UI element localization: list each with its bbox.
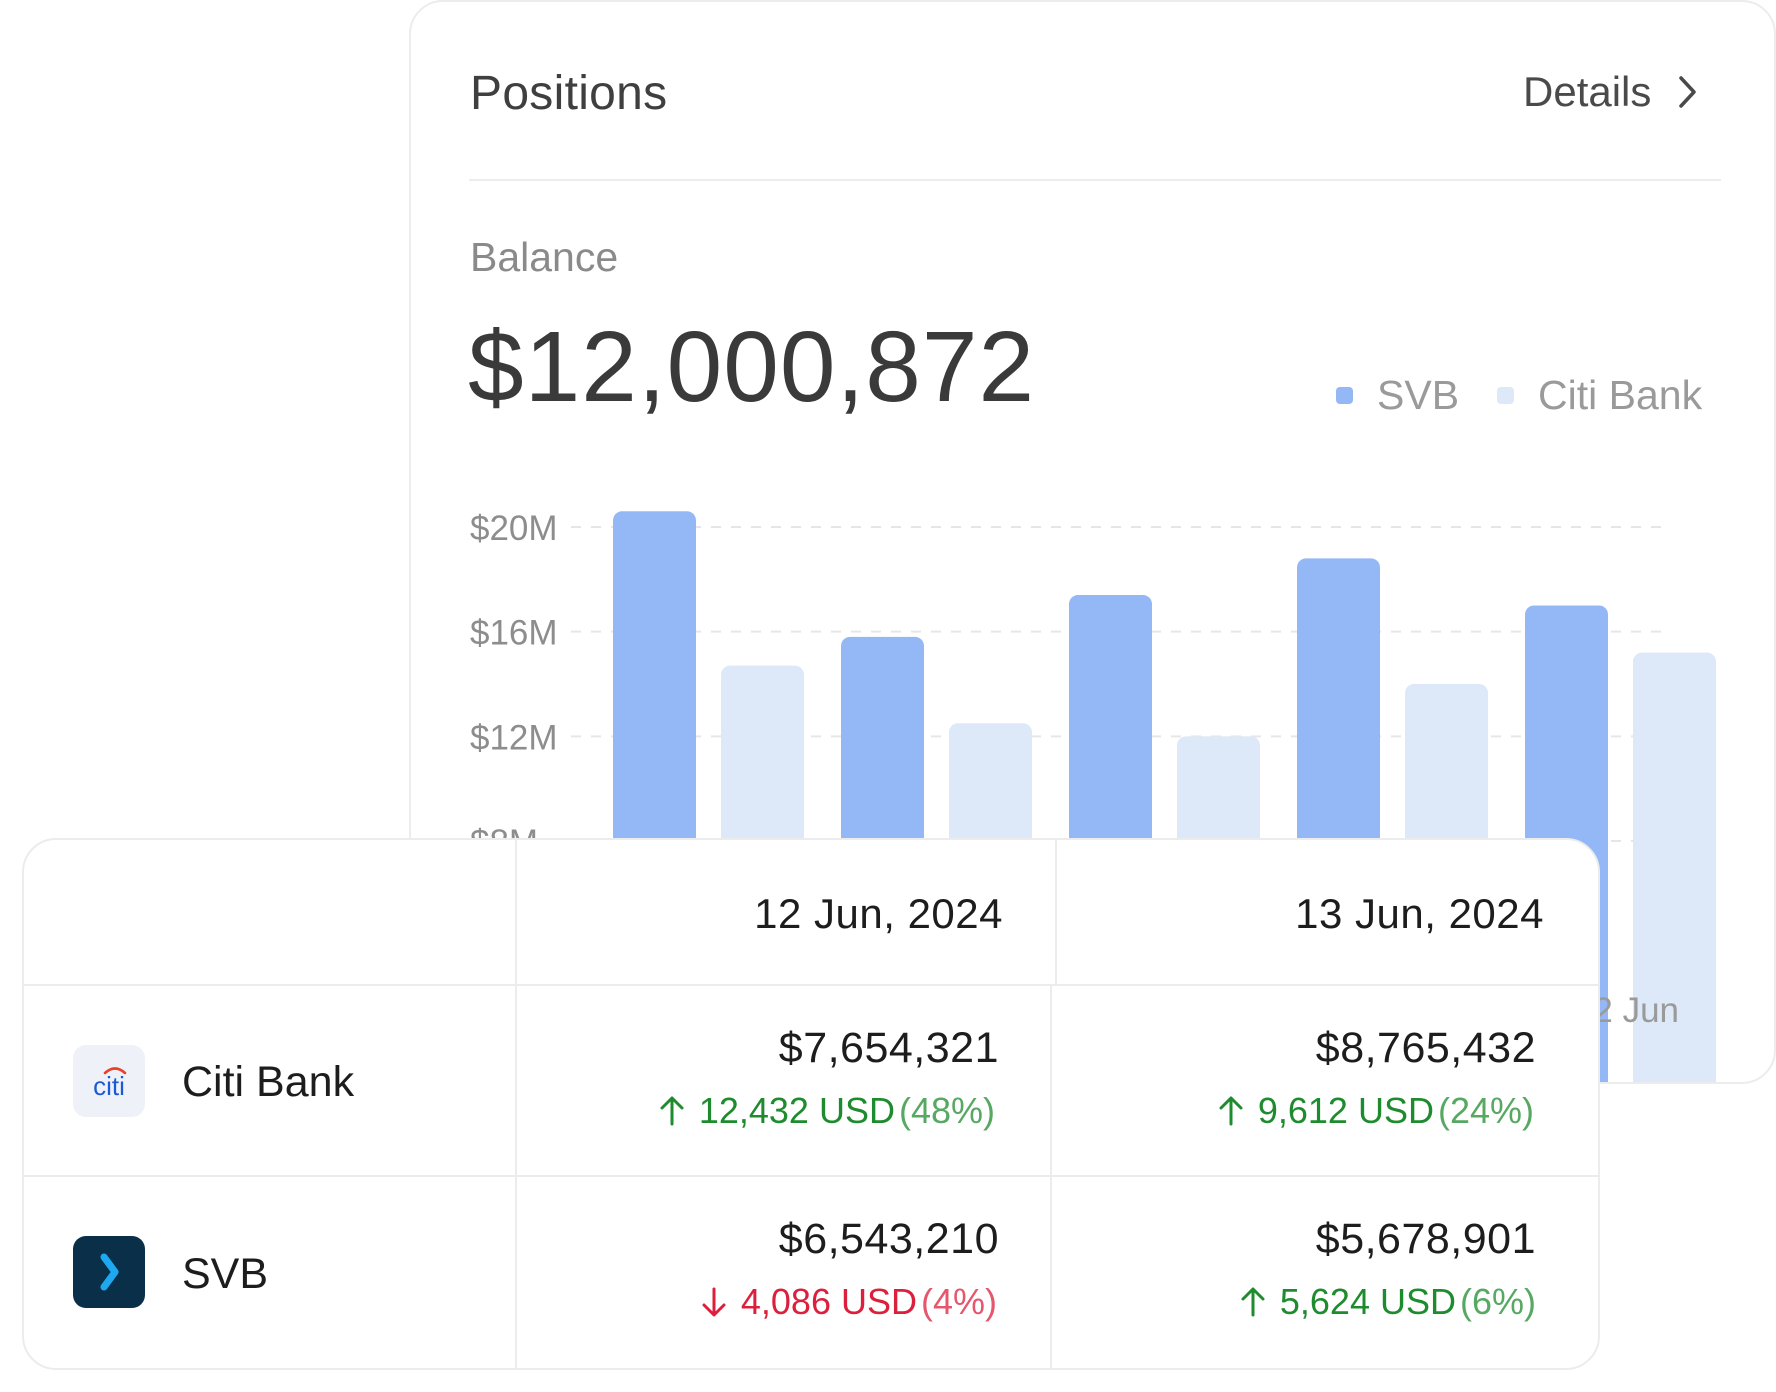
arrow-down-icon: [702, 1287, 726, 1317]
card-title: Positions: [470, 67, 668, 120]
bar-citi-bank[interactable]: [1633, 652, 1716, 1084]
details-link[interactable]: Details: [1523, 68, 1699, 116]
change-svb-13-jun: 5,624 USD (6%): [1238, 1281, 1536, 1323]
bank-name-svb: SVB: [182, 1250, 269, 1298]
positions-table: 12 Jun, 2024 13 Jun, 2024 citi Citi Bank…: [22, 838, 1600, 1370]
change-percent: (24%): [1437, 1090, 1534, 1131]
bank-name-citi: Citi Bank: [182, 1058, 355, 1106]
column-divider: [515, 840, 517, 1368]
row-divider: [24, 1175, 1598, 1177]
details-label: Details: [1523, 68, 1652, 115]
legend-label-citi: Citi Bank: [1538, 372, 1703, 418]
y-tick-label: $12M: [470, 718, 558, 757]
arrow-up-icon: [1219, 1096, 1243, 1126]
change-amount: 12,432 USD: [698, 1090, 895, 1131]
amount-svb-13-jun: $5,678,901: [1315, 1215, 1536, 1263]
change-amount: 9,612 USD: [1257, 1090, 1434, 1131]
svb-logo-icon: [73, 1236, 145, 1308]
change-percent: (6%): [1459, 1281, 1536, 1322]
amount-svb-12-jun: $6,543,210: [778, 1215, 999, 1263]
chevron-right-icon: [1679, 76, 1697, 108]
citi-logo-icon: citi: [73, 1045, 145, 1117]
change-citi-13-jun: 9,612 USD (24%): [1216, 1090, 1534, 1132]
column-divider: [1055, 840, 1057, 986]
amount-citi-12-jun: $7,654,321: [778, 1024, 999, 1072]
header-divider: [469, 179, 1721, 181]
amount-citi-13-jun: $8,765,432: [1315, 1024, 1536, 1072]
change-amount: 5,624 USD: [1279, 1281, 1456, 1322]
legend-swatch-citi: [1497, 387, 1515, 404]
column-header-12-jun: 12 Jun, 2024: [754, 890, 1003, 937]
x-tick-label: 2 Jun: [1593, 991, 1679, 1030]
legend-item-citi: Citi Bank: [1497, 372, 1702, 419]
legend-label-svb: SVB: [1377, 372, 1460, 418]
column-divider: [1050, 986, 1052, 1368]
change-citi-12-jun: 12,432 USD (48%): [657, 1090, 995, 1132]
y-tick-label: $20M: [470, 509, 558, 548]
row-divider: [24, 984, 1598, 986]
change-amount: 4,086 USD: [740, 1281, 917, 1322]
column-header-13-jun: 13 Jun, 2024: [1295, 890, 1544, 937]
arrow-up-icon: [660, 1096, 684, 1126]
legend-item-svb: SVB: [1336, 372, 1459, 419]
balance-value: $12,000,872: [468, 311, 1036, 423]
legend-swatch-svb: [1336, 387, 1353, 404]
arrow-up-icon: [1241, 1287, 1265, 1317]
svg-text:citi: citi: [93, 1071, 125, 1101]
change-svb-12-jun: 4,086 USD (4%): [699, 1281, 997, 1323]
balance-label: Balance: [470, 234, 619, 280]
change-percent: (4%): [920, 1281, 997, 1322]
change-percent: (48%): [898, 1090, 995, 1131]
chart-legend: SVB Citi Bank: [1336, 372, 1702, 419]
y-tick-label: $16M: [470, 614, 558, 653]
